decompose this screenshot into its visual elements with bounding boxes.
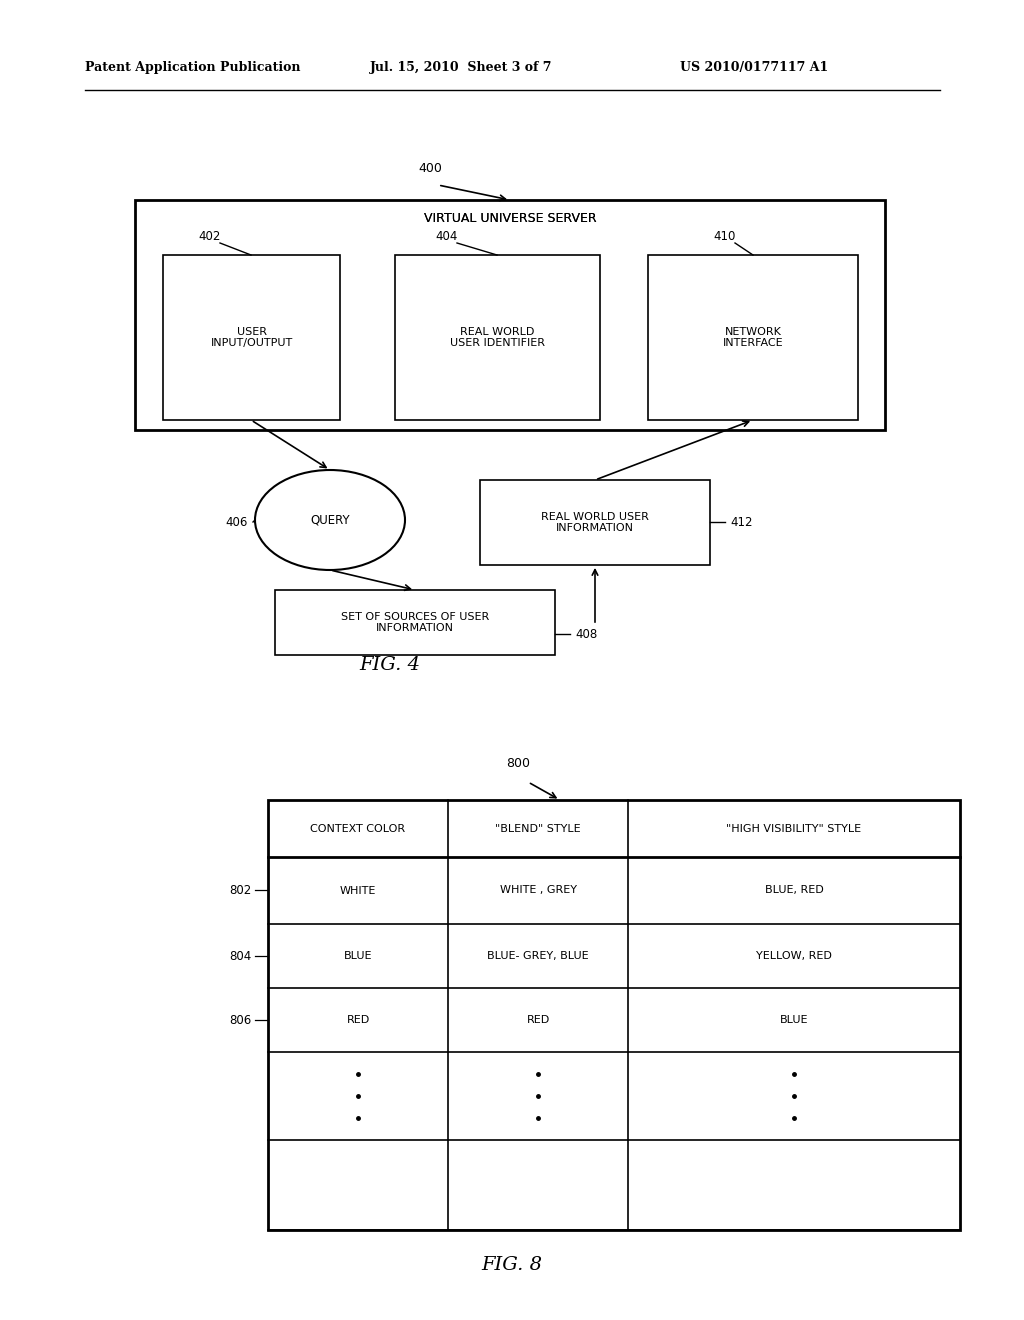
Text: BLUE: BLUE: [344, 950, 373, 961]
Text: BLUE: BLUE: [779, 1015, 808, 1026]
Text: Jul. 15, 2010  Sheet 3 of 7: Jul. 15, 2010 Sheet 3 of 7: [370, 62, 553, 74]
Text: CONTEXT COLOR: CONTEXT COLOR: [310, 824, 406, 833]
Text: QUERY: QUERY: [310, 513, 350, 527]
Text: SET OF SOURCES OF USER
INFORMATION: SET OF SOURCES OF USER INFORMATION: [341, 611, 489, 634]
Bar: [648, 255, 858, 420]
Text: 408: 408: [575, 627, 597, 640]
Text: FIG. 8: FIG. 8: [481, 1257, 543, 1274]
Text: REAL WORLD
USER IDENTIFIER: REAL WORLD USER IDENTIFIER: [450, 327, 545, 348]
Text: BLUE- GREY, BLUE: BLUE- GREY, BLUE: [487, 950, 589, 961]
Ellipse shape: [255, 470, 406, 570]
Bar: [135, 201, 885, 430]
Text: FIG. 4: FIG. 4: [359, 656, 421, 675]
Bar: [163, 255, 340, 420]
Text: 802: 802: [229, 883, 252, 896]
Text: BLUE, RED: BLUE, RED: [765, 886, 823, 895]
Text: USER
INPUT/OUTPUT: USER INPUT/OUTPUT: [210, 327, 293, 348]
Bar: [480, 480, 710, 565]
Text: 804: 804: [229, 949, 252, 962]
Text: 404: 404: [436, 230, 458, 243]
Text: Patent Application Publication: Patent Application Publication: [85, 62, 300, 74]
Text: VIRTUAL UNIVERSE SERVER: VIRTUAL UNIVERSE SERVER: [424, 211, 596, 224]
Text: 406: 406: [225, 516, 248, 528]
Text: YELLOW, RED: YELLOW, RED: [756, 950, 831, 961]
Text: 800: 800: [506, 756, 530, 770]
Bar: [275, 590, 555, 655]
Text: "HIGH VISIBILITY" STYLE: "HIGH VISIBILITY" STYLE: [726, 824, 861, 833]
Text: 410: 410: [714, 230, 736, 243]
Text: "BLEND" STYLE: "BLEND" STYLE: [496, 824, 581, 833]
Text: 400: 400: [418, 162, 442, 176]
Text: WHITE: WHITE: [340, 886, 376, 895]
Text: US 2010/0177117 A1: US 2010/0177117 A1: [680, 62, 828, 74]
Text: 412: 412: [730, 516, 753, 528]
Bar: [268, 800, 961, 1230]
Text: NETWORK
INTERFACE: NETWORK INTERFACE: [723, 327, 783, 348]
Text: 402: 402: [199, 230, 221, 243]
Text: REAL WORLD USER
INFORMATION: REAL WORLD USER INFORMATION: [541, 512, 649, 533]
Text: VIRTUAL UNIVERSE SERVER: VIRTUAL UNIVERSE SERVER: [424, 211, 596, 224]
Text: 806: 806: [229, 1014, 252, 1027]
Text: RED: RED: [526, 1015, 550, 1026]
Text: WHITE , GREY: WHITE , GREY: [500, 886, 577, 895]
Text: RED: RED: [346, 1015, 370, 1026]
Bar: [395, 255, 600, 420]
